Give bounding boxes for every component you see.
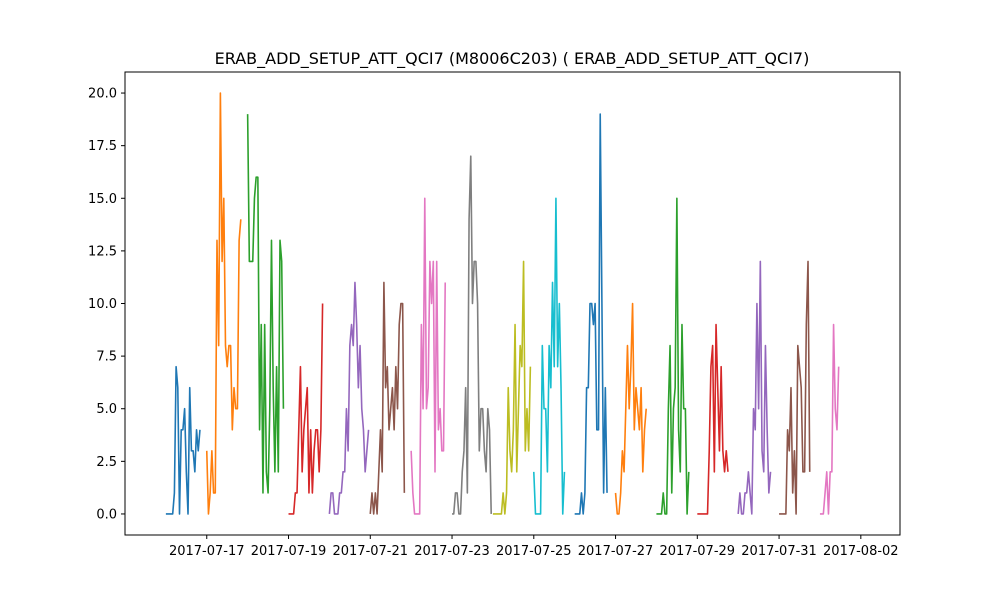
series-line-13 [656, 197, 690, 515]
x-tick-label-1: 2017-07-19 [251, 544, 327, 559]
series-line-2 [205, 92, 242, 515]
chart-title: ERAB_ADD_SETUP_ATT_QCI7 (M8006C203) ( ER… [215, 49, 810, 69]
x-tick-label-2: 2017-07-21 [332, 544, 408, 559]
series-line-7 [410, 197, 447, 515]
series-line-15 [737, 260, 772, 515]
y-tick-label-5: 12.5 [88, 244, 117, 259]
y-tick-label-1: 2.5 [96, 455, 117, 470]
series-line-9 [492, 260, 532, 515]
x-tick-label-3: 2017-07-23 [414, 544, 490, 559]
x-tick-label-8: 2017-08-02 [823, 544, 899, 559]
y-tick-label-0: 0.0 [96, 507, 117, 522]
series-line-16 [779, 260, 811, 515]
series-line-11 [574, 113, 608, 515]
y-tick-label-2: 5.0 [96, 402, 117, 417]
series-line-14 [697, 323, 729, 515]
x-tick-label-4: 2017-07-25 [496, 544, 572, 559]
y-tick-label-6: 15.0 [88, 192, 117, 207]
x-tick-label-5: 2017-07-27 [578, 544, 654, 559]
series-line-5 [328, 281, 370, 515]
y-tick-label-8: 20.0 [88, 87, 117, 102]
series-line-8 [452, 155, 493, 515]
series-line-4 [288, 303, 324, 515]
series-line-1 [165, 365, 201, 515]
y-tick-label-7: 17.5 [88, 139, 117, 154]
axes-layer: 0.0 2.5 5.0 7.5 10.0 12.5 15.0 17.5 20.0 2017-07-… [88, 71, 901, 559]
series-line-10 [532, 197, 566, 515]
series-line-6 [369, 281, 406, 515]
x-tick-label-6: 2017-07-29 [660, 544, 736, 559]
x-tick-label-0: 2017-07-17 [169, 544, 245, 559]
y-tick-label-3: 7.5 [96, 350, 117, 365]
x-tick-label-7: 2017-07-31 [741, 544, 817, 559]
series-line-17 [819, 323, 840, 515]
y-tick-label-4: 10.0 [88, 297, 117, 312]
series-line-12 [614, 302, 648, 515]
series-line-3 [246, 114, 285, 494]
series-layer [165, 92, 840, 515]
